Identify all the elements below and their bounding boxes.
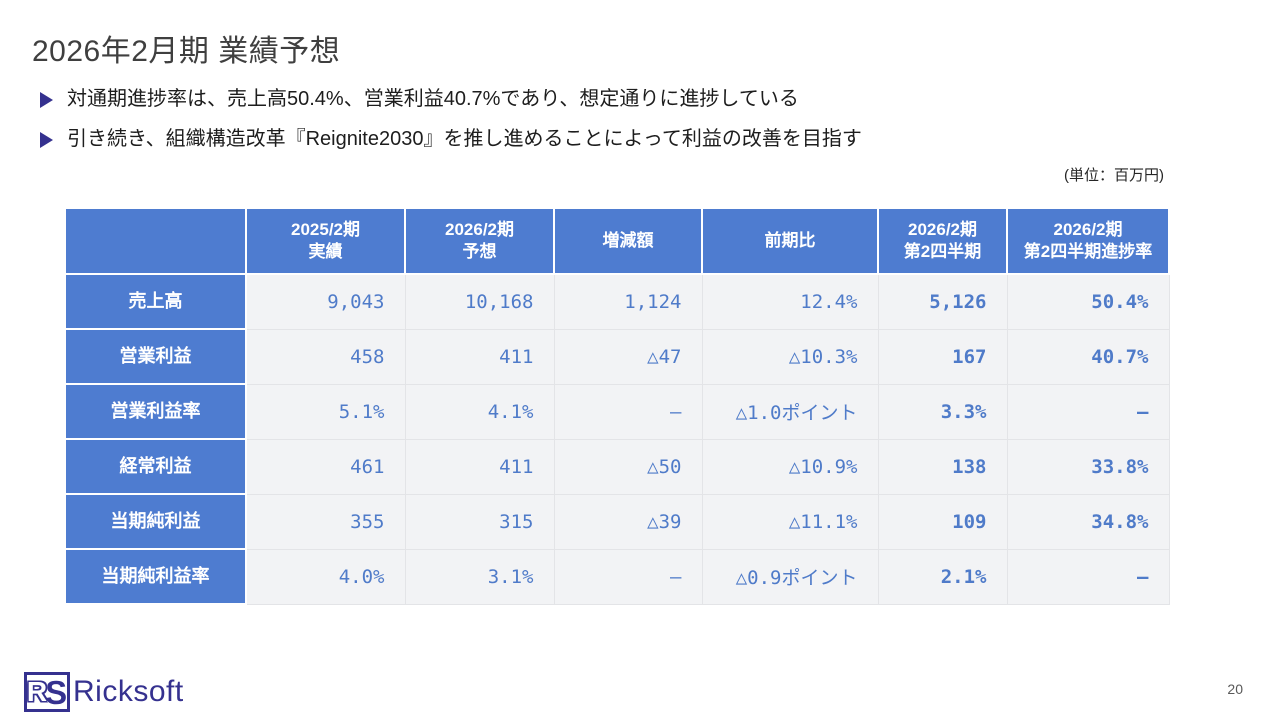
table-cell: 3.1% (404, 548, 555, 605)
page-title: 2026年2月期 業績予想 (32, 35, 341, 68)
table-cell: ― (553, 548, 703, 605)
row-label: 経常利益 (64, 438, 247, 495)
table-cell: △50 (553, 438, 703, 495)
table-cell: 50.4% (1006, 273, 1170, 330)
table-cell: △10.9% (701, 438, 879, 495)
table-cell: 355 (245, 493, 406, 550)
table-row: 営業利益率 5.1% 4.1% ― △1.0ポイント 3.3% ― (64, 383, 1170, 440)
table-cell: 9,043 (245, 273, 406, 330)
table-cell: 12.4% (701, 273, 879, 330)
logo-rs-mark-icon: R S (24, 672, 70, 712)
table-cell: 5.1% (245, 383, 406, 440)
table-row: 当期純利益 355 315 △39 △11.1% 109 34.8% (64, 493, 1170, 550)
table-cell: △39 (553, 493, 703, 550)
table-cell: 458 (245, 328, 406, 385)
table-cell: 4.0% (245, 548, 406, 605)
logo-text: Ricksoft (73, 675, 184, 708)
forecast-table: 2025/2期 実績 2026/2期 予想 増減額 前期比 2026/2期 第2… (64, 207, 1170, 605)
bullet-text: 対通期進捗率は、売上高50.4%、営業利益40.7%であり、想定通りに進捗してい… (67, 88, 799, 110)
bullet-text: 引き続き、組織構造改革『Reignite2030』を推し進めることによって利益の… (67, 128, 862, 150)
table-row: 当期純利益率 4.0% 3.1% ― △0.9ポイント 2.1% ― (64, 548, 1170, 605)
table-cell: 315 (404, 493, 555, 550)
table-cell: 411 (404, 328, 555, 385)
row-label: 売上高 (64, 273, 247, 330)
table-cell: 461 (245, 438, 406, 495)
column-header: 前期比 (701, 207, 879, 275)
bullet-triangle-icon (40, 131, 53, 148)
table-cell: 138 (877, 438, 1008, 495)
column-header: 2026/2期 第2四半期進捗率 (1006, 207, 1170, 275)
column-header: 2026/2期 予想 (404, 207, 555, 275)
bullet-triangle-icon (40, 91, 53, 108)
table-cell: 2.1% (877, 548, 1008, 605)
page-number: 20 (1227, 681, 1243, 697)
table-cell: △47 (553, 328, 703, 385)
row-label: 営業利益 (64, 328, 247, 385)
ricksoft-logo: R S Ricksoft (24, 672, 184, 712)
table-cell: 411 (404, 438, 555, 495)
bullet-item: 引き続き、組織構造改革『Reignite2030』を推し進めることによって利益の… (40, 126, 862, 153)
unit-note: (単位：百万円) (1064, 167, 1164, 184)
table-cell: 5,126 (877, 273, 1008, 330)
table-cell: 109 (877, 493, 1008, 550)
table-row: 売上高 9,043 10,168 1,124 12.4% 5,126 50.4% (64, 273, 1170, 330)
table-row: 経常利益 461 411 △50 △10.9% 138 33.8% (64, 438, 1170, 495)
table-row: 営業利益 458 411 △47 △10.3% 167 40.7% (64, 328, 1170, 385)
table-cell: ― (553, 383, 703, 440)
table-cell: △1.0ポイント (701, 383, 879, 440)
table-cell: 40.7% (1006, 328, 1170, 385)
table-cell: 3.3% (877, 383, 1008, 440)
table-cell: 1,124 (553, 273, 703, 330)
table-cell: 4.1% (404, 383, 555, 440)
bullet-list: 対通期進捗率は、売上高50.4%、営業利益40.7%であり、想定通りに進捗してい… (40, 86, 862, 166)
corner-cell (64, 207, 247, 275)
column-header: 増減額 (553, 207, 703, 275)
bullet-item: 対通期進捗率は、売上高50.4%、営業利益40.7%であり、想定通りに進捗してい… (40, 86, 862, 113)
table-cell: △10.3% (701, 328, 879, 385)
table-cell: 10,168 (404, 273, 555, 330)
row-label: 当期純利益率 (64, 548, 247, 605)
table-cell: △11.1% (701, 493, 879, 550)
table-cell: ― (1006, 548, 1170, 605)
row-label: 当期純利益 (64, 493, 247, 550)
table-cell: △0.9ポイント (701, 548, 879, 605)
column-header: 2026/2期 第2四半期 (877, 207, 1008, 275)
table-cell: 34.8% (1006, 493, 1170, 550)
row-label: 営業利益率 (64, 383, 247, 440)
table-header-row: 2025/2期 実績 2026/2期 予想 増減額 前期比 2026/2期 第2… (64, 207, 1170, 275)
table-cell: 167 (877, 328, 1008, 385)
table-cell: 33.8% (1006, 438, 1170, 495)
column-header: 2025/2期 実績 (245, 207, 406, 275)
table-cell: ― (1006, 383, 1170, 440)
